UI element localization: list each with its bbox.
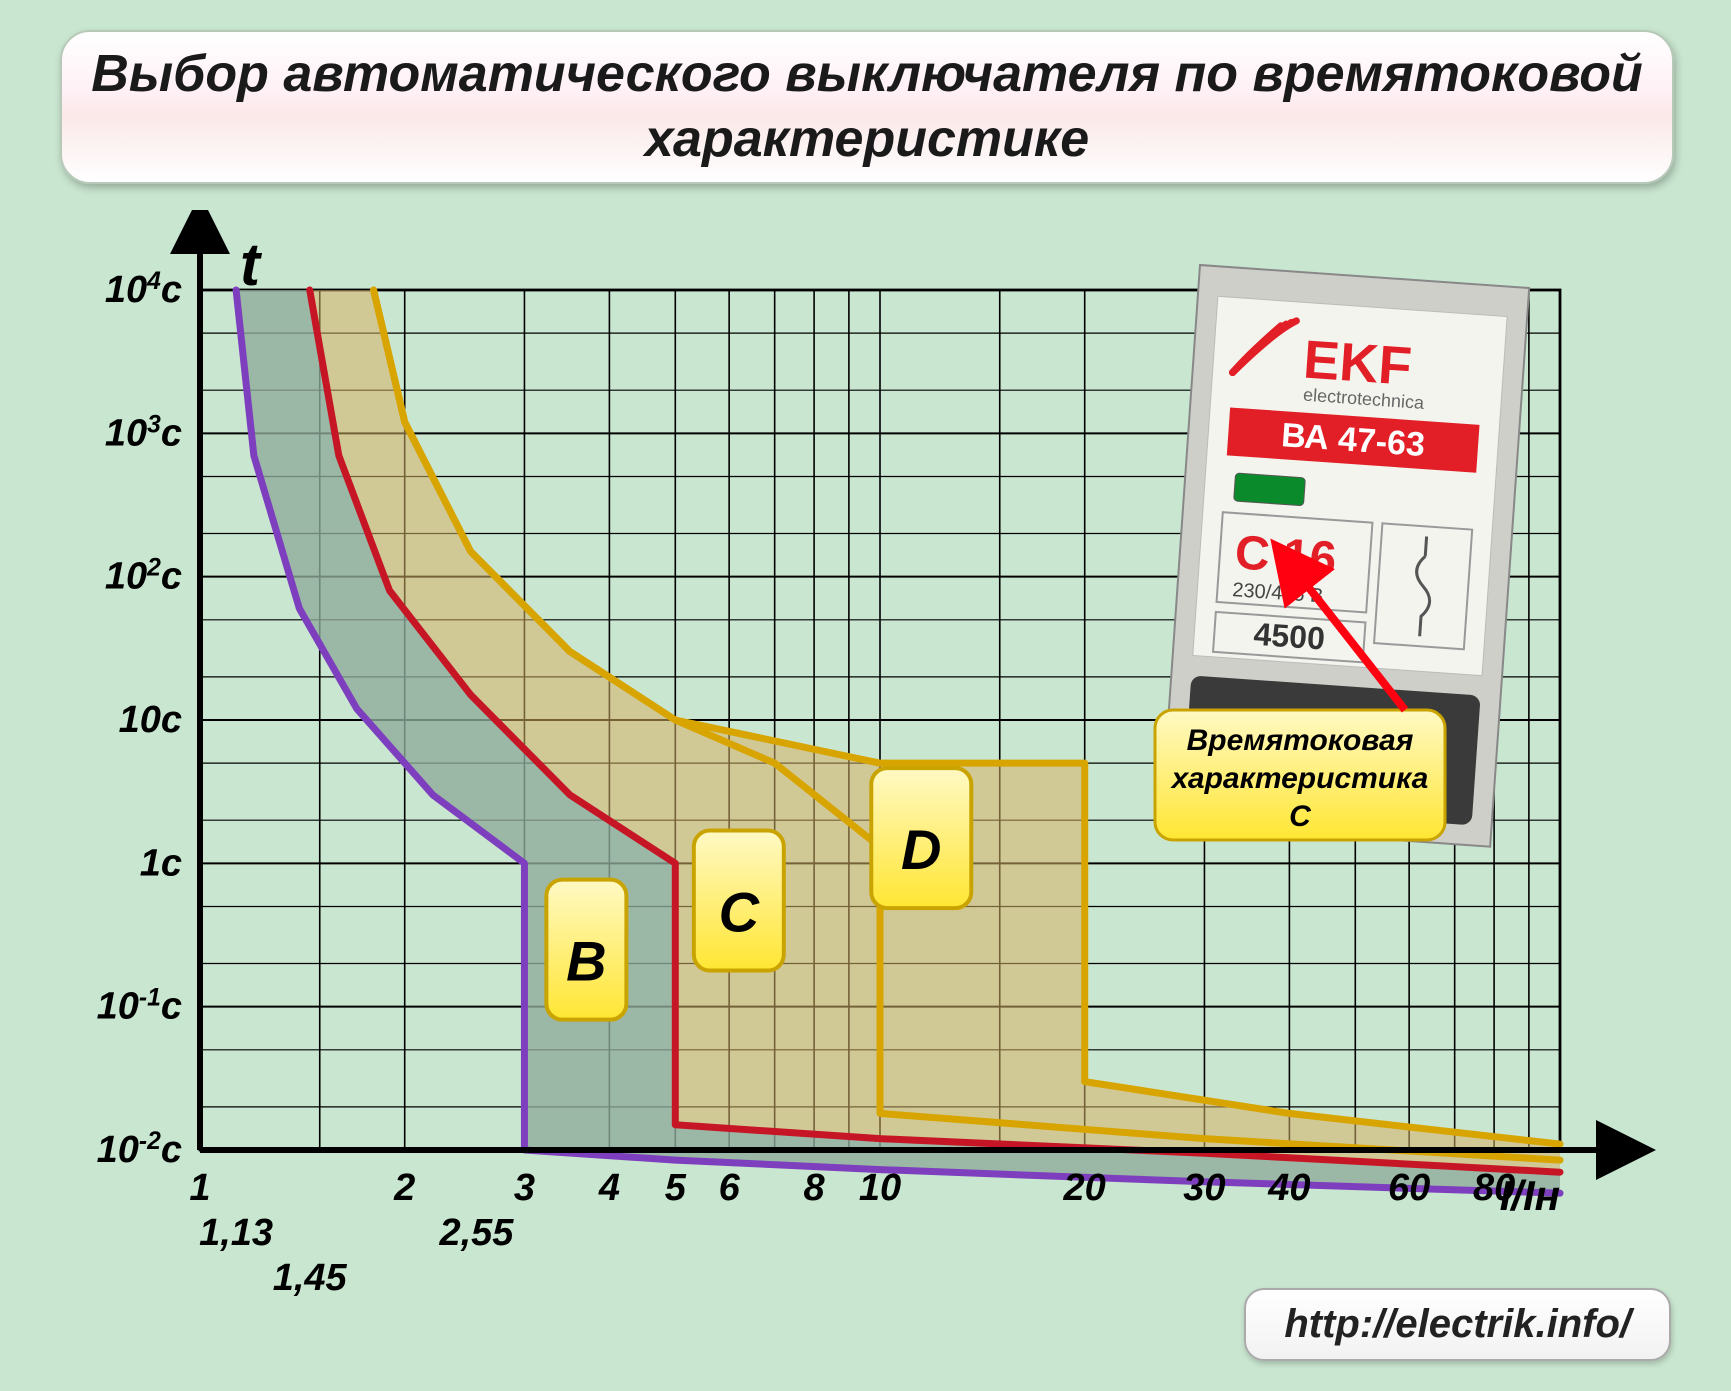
svg-text:6: 6 (719, 1167, 741, 1209)
svg-text:104с: 104с (105, 268, 182, 312)
svg-text:20: 20 (1063, 1167, 1106, 1209)
chart-svg: t I/Iн 10-2с10-1с1с10с102с103с104с 12345… (40, 210, 1671, 1310)
svg-text:103с: 103с (105, 411, 182, 455)
svg-text:2: 2 (393, 1167, 415, 1209)
svg-text:C: C (719, 880, 761, 943)
svg-text:10-1с: 10-1с (97, 984, 182, 1028)
svg-text:102с: 102с (105, 554, 182, 598)
svg-text:Времятоковая: Времятоковая (1187, 724, 1414, 757)
y-axis-label: t (240, 231, 263, 298)
svg-text:40: 40 (1267, 1167, 1310, 1209)
svg-text:80: 80 (1473, 1167, 1515, 1209)
svg-text:B: B (566, 929, 606, 992)
svg-text:2,55: 2,55 (438, 1212, 514, 1254)
svg-text:4500: 4500 (1253, 616, 1327, 657)
y-tick-labels: 10-2с 10-1с 1с 10с 102с 103с 104с (97, 268, 182, 1172)
svg-text:5: 5 (665, 1167, 687, 1209)
svg-text:1,45: 1,45 (273, 1257, 348, 1299)
svg-text:1: 1 (189, 1167, 210, 1209)
svg-text:8: 8 (804, 1167, 826, 1209)
svg-text:10с: 10с (119, 699, 182, 741)
svg-text:10-2с: 10-2с (97, 1128, 182, 1172)
chart-container: t I/Iн 10-2с10-1с1с10с102с103с104с 12345… (40, 210, 1671, 1310)
svg-text:C: C (1289, 800, 1312, 833)
svg-text:60: 60 (1388, 1167, 1430, 1209)
title-box: Выбор автоматического выключателя по вре… (60, 30, 1674, 184)
svg-text:3: 3 (514, 1167, 535, 1209)
page-title: Выбор автоматического выключателя по вре… (62, 42, 1672, 172)
svg-text:D: D (901, 818, 941, 881)
svg-text:характеристика: характеристика (1170, 762, 1429, 795)
svg-text:1,13: 1,13 (199, 1212, 273, 1254)
svg-text:4: 4 (598, 1167, 620, 1209)
page-root: Выбор автоматического выключателя по вре… (0, 0, 1731, 1391)
svg-text:1с: 1с (140, 842, 182, 884)
svg-text:10: 10 (859, 1167, 901, 1209)
x-tick-labels-extra: 1,131,45 2,55 (199, 1212, 514, 1299)
svg-text:30: 30 (1183, 1167, 1225, 1209)
svg-text:C 16: C 16 (1233, 526, 1338, 586)
source-url: http://electrik.info/ (1244, 1288, 1671, 1361)
